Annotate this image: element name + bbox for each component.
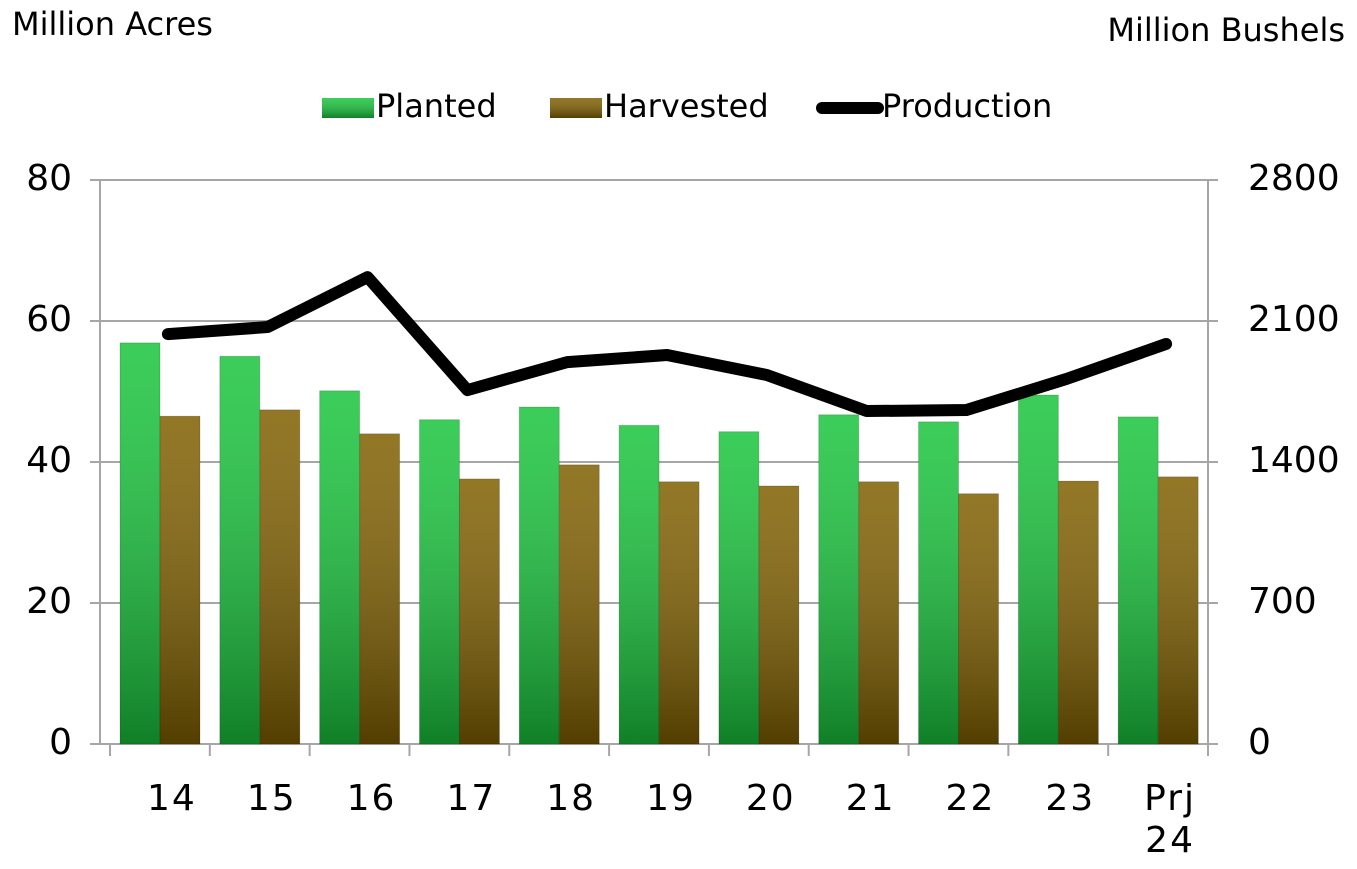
legend-swatch-shade: [550, 98, 602, 118]
y2-tick-label: 2100: [1248, 299, 1340, 340]
y2-tick-label: 700: [1248, 581, 1317, 622]
x-tick-label: 15: [246, 778, 297, 819]
bar-shade: [918, 421, 960, 745]
x-tick-label: 17: [446, 778, 497, 819]
legend-label: Planted: [376, 87, 497, 125]
x-tick-label: 23: [1045, 778, 1096, 819]
x-tick-label: 14: [147, 778, 197, 819]
x-tick-label: 16: [346, 778, 397, 819]
bar-shade: [1157, 476, 1199, 745]
bar-shade: [558, 464, 600, 745]
bar-shade: [618, 424, 660, 745]
bar-shade: [658, 481, 700, 745]
bar-shade: [718, 431, 760, 745]
legend-label: Harvested: [604, 87, 769, 125]
bar-shade: [1117, 416, 1159, 745]
bar-shade: [359, 433, 401, 745]
x-tick-label: 22: [945, 778, 996, 819]
x-tick-label: 18: [546, 778, 597, 819]
bar-shade: [319, 390, 361, 745]
y2-tick-label: 2800: [1248, 158, 1340, 199]
y2-tick-label: 1400: [1248, 440, 1340, 481]
bar-shade: [458, 478, 500, 745]
bar-shade: [159, 415, 201, 745]
y-tick-label: 40: [26, 440, 72, 481]
bar-shade: [1017, 394, 1059, 745]
bar-shade: [818, 414, 860, 745]
bar-shade: [1057, 480, 1099, 745]
y-axis-title: Million Acres: [12, 5, 213, 43]
legend-label: Production: [882, 87, 1052, 125]
x-tick-label: Prj 24: [1144, 778, 1197, 861]
y-tick-label: 60: [26, 299, 72, 340]
y-tick-label: 80: [26, 158, 72, 199]
bar-shade: [418, 419, 460, 745]
bar-shade: [518, 406, 560, 745]
y-tick-label: 0: [49, 722, 72, 763]
bar-shade: [958, 493, 1000, 745]
y-tick-label: 20: [26, 581, 72, 622]
line: [161, 271, 1173, 418]
x-tick-label: 19: [646, 778, 696, 819]
y2-axis-title: Million Bushels: [1107, 11, 1345, 49]
legend-swatch-shade: [322, 98, 374, 118]
bar-shade: [119, 342, 161, 745]
bar-shade: [219, 355, 261, 745]
bar-shade: [858, 481, 900, 745]
y2-tick-label: 0: [1248, 722, 1271, 763]
bar-shade: [758, 485, 800, 745]
x-tick-label: 21: [845, 778, 896, 819]
x-tick-label: 20: [745, 778, 796, 819]
bar-shade: [259, 409, 301, 745]
